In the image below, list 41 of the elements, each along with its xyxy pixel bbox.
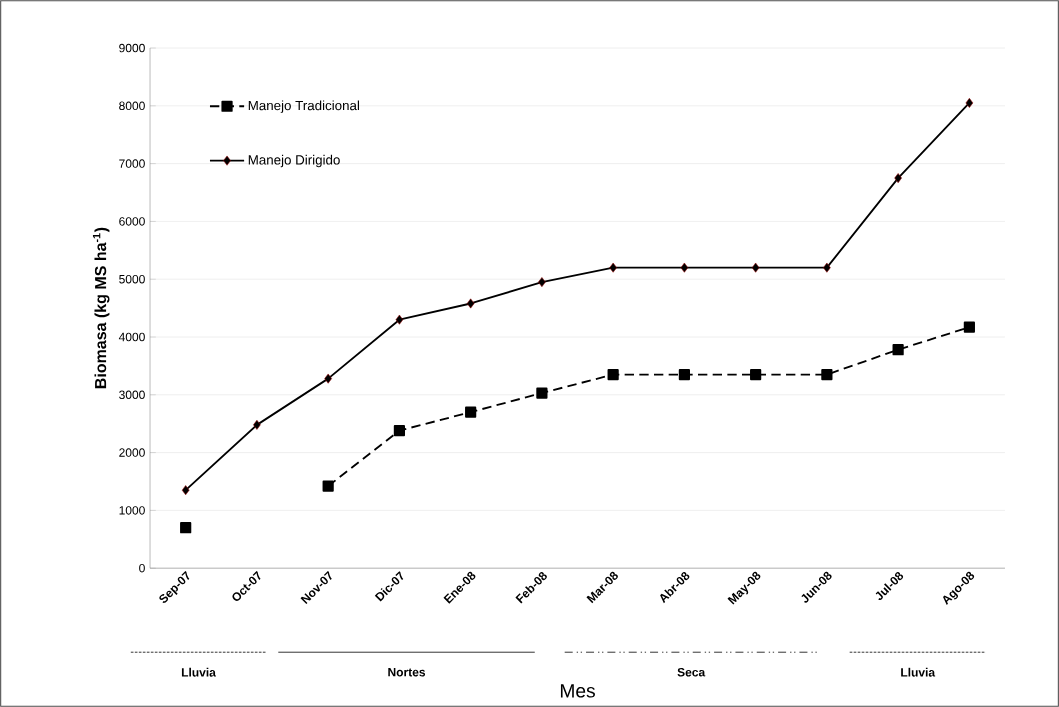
point: [680, 262, 689, 273]
y-tick-label: 4000: [118, 332, 145, 342]
point: [892, 344, 904, 356]
y-tick-label: 9000: [119, 43, 145, 53]
point: [393, 425, 406, 437]
point: [750, 369, 762, 381]
point: [180, 522, 192, 534]
point: [678, 369, 690, 381]
point: [609, 262, 617, 273]
y-tick-label: 2000: [119, 448, 145, 457]
y-tick-label: 3000: [119, 390, 145, 400]
text: Lluvia: [181, 667, 216, 677]
point: [751, 262, 760, 273]
point: [536, 387, 548, 399]
legend-label: Manejo Dirigido: [248, 154, 340, 168]
y-tick-label: 8000: [119, 101, 145, 111]
y-tick-label: 7000: [119, 159, 145, 168]
point: [181, 485, 190, 496]
point: [963, 321, 975, 333]
point: [965, 98, 974, 108]
point: [253, 419, 261, 430]
point: [322, 480, 334, 492]
point: [823, 262, 831, 273]
y-tick-label: 6000: [119, 217, 145, 226]
point: [465, 406, 477, 418]
point: [395, 314, 404, 325]
text: Biomasa (kg MS ha$^{-1}$): [92, 227, 110, 389]
point: [894, 173, 902, 184]
point: [466, 298, 475, 309]
text: Lluvia: [901, 667, 936, 677]
y-tick-label: 0: [139, 563, 145, 573]
y-tick-label: 5000: [119, 275, 145, 284]
point: [324, 373, 332, 384]
point: [607, 369, 619, 381]
y-tick-label: 1000: [119, 506, 145, 515]
point: [821, 369, 833, 381]
text: Nortes: [388, 668, 426, 677]
x-axis-title: Mes: [560, 684, 595, 698]
point: [538, 277, 546, 288]
text: Seca: [677, 668, 706, 677]
legend-label: Manejo Tradicional: [248, 100, 359, 113]
